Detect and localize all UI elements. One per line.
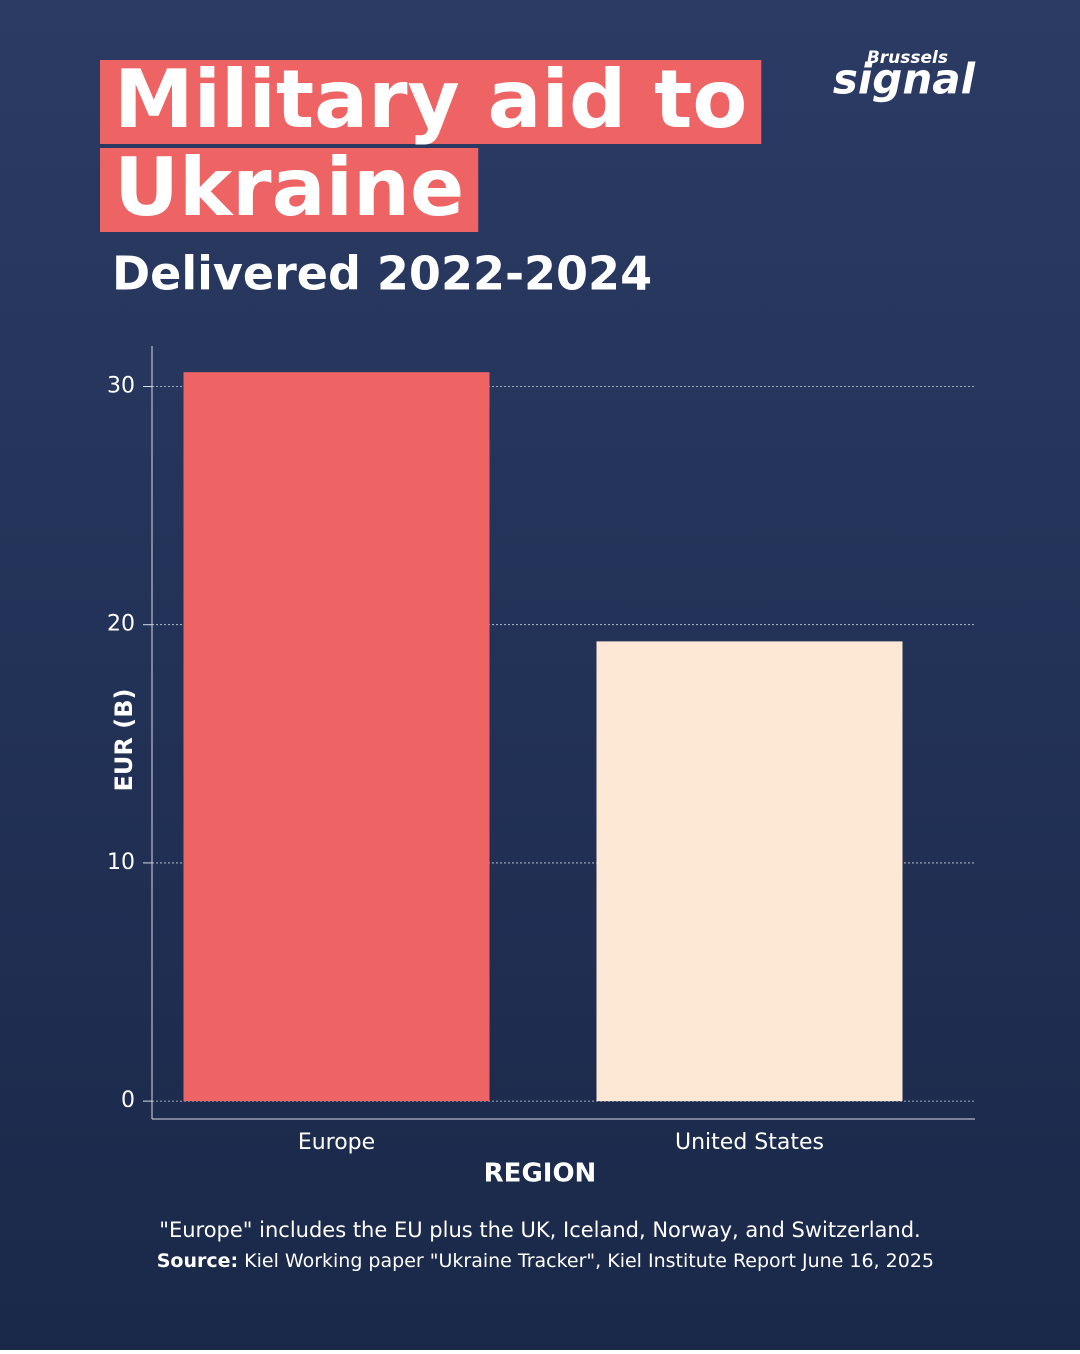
logo-main: signal	[833, 55, 976, 104]
y-tick-label: 0	[121, 1088, 135, 1113]
subtitle: Delivered 2022-2024	[112, 247, 652, 301]
note: "Europe" includes the EU plus the UK, Ic…	[159, 1218, 920, 1242]
x-tick-label: Europe	[298, 1130, 375, 1155]
chart-title: Military aid to	[114, 53, 747, 146]
x-tick-label: United States	[675, 1130, 824, 1155]
bar	[183, 372, 490, 1102]
bar	[596, 641, 903, 1102]
y-tick-label: 10	[107, 850, 135, 875]
source-line: Source: Kiel Working paper "Ukraine Trac…	[157, 1250, 934, 1272]
chart-title: Ukraine	[114, 141, 464, 234]
source: Kiel Working paper "Ukraine Tracker", Ki…	[244, 1250, 934, 1272]
y-axis-title: EUR (B)	[110, 689, 138, 792]
y-tick-label: 30	[107, 373, 135, 398]
source-label: Source:	[157, 1250, 238, 1272]
logo-top: Brussels	[867, 48, 948, 68]
title-highlight	[100, 148, 479, 232]
y-tick-label: 20	[107, 612, 135, 637]
title-highlight	[100, 60, 762, 144]
x-axis-title: REGION	[484, 1159, 597, 1189]
